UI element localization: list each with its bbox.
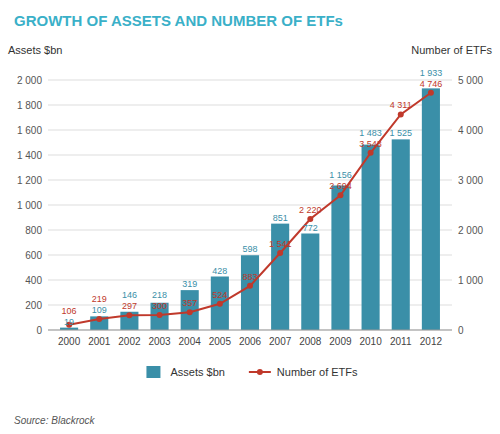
data-label: 146 [122,290,137,300]
data-label: 4 746 [420,79,443,89]
data-label: 2 694 [329,181,352,191]
legend-label: Number of ETFs [277,366,358,378]
line-marker [247,283,253,289]
y2-tick-label: 4 000 [458,125,483,136]
legend: Assets $bn Number of ETFs [146,366,358,378]
y-tick-label: 1 400 [17,150,42,161]
x-tick-label: 2001 [88,336,111,347]
bar [362,145,380,330]
data-labels: 19106 109219 297146 300218 357 319 524 428 883 59… [62,68,443,327]
grid [48,80,452,330]
data-label: 883 [242,272,257,282]
line-marker [368,150,374,156]
y2-tick-label: 3 000 [458,175,483,186]
line-marker [307,216,313,222]
x-axis-line [48,330,452,331]
x-tick-label: 2000 [58,336,81,347]
x-tick-label: 2008 [299,336,322,347]
bar [422,88,440,330]
grid-line [48,330,452,331]
grid-line [48,80,452,81]
title: GROWTH OF ASSETS AND NUMBER OF ETFs [14,12,343,29]
data-label: 3 543 [359,139,382,149]
y-tick-label: 1 000 [17,200,42,211]
bar [331,186,349,331]
marks [60,88,440,330]
y2-tick-label: 0 [458,325,464,336]
line [69,93,431,325]
line-marker [337,192,343,198]
y-tick-label: 800 [25,225,42,236]
legend-swatch-marker [257,369,263,375]
data-label: 300 [152,301,167,311]
legend-item: Assets $bn [146,366,224,378]
data-label: 357 [182,298,197,308]
y-tick-label: 1 600 [17,125,42,136]
data-label: 524 [212,290,227,300]
line-marker [157,312,163,318]
x-tick-label: 2006 [239,336,262,347]
y2-tick-label: 5 000 [458,75,483,86]
x-tick-label: 2007 [269,336,292,347]
bar [211,277,229,331]
data-label: 1 483 [359,128,382,138]
data-label: 1 933 [420,68,443,78]
x-tick-label: 2011 [390,336,412,347]
x-tick-label: 2012 [420,336,443,347]
legend-item: Number of ETFs [249,366,358,378]
x-tick-label: 2002 [118,336,141,347]
data-label: 219 [92,294,107,304]
y-tick-label: 1 800 [17,100,42,111]
y2-axis-label: Number of ETFs [411,44,492,56]
data-label: 106 [62,306,77,316]
y-tick-label: 200 [25,300,42,311]
grid-line [48,230,452,231]
line-marker [126,312,132,318]
data-label: 428 [212,266,227,276]
data-label: 218 [152,290,167,300]
line-marker [277,250,283,256]
x-tick-label: 2004 [179,336,202,347]
data-label: 297 [122,301,137,311]
bar [392,139,410,330]
line-marker [187,309,193,315]
bar [301,234,319,331]
data-label: 319 [182,279,197,289]
data-label: 1 525 [389,128,412,138]
x-tick-label: 2005 [209,336,232,347]
data-label: 4 311 [390,100,412,110]
x-tick-label: 2003 [148,336,171,347]
chart: GROWTH OF ASSETS AND NUMBER OF ETFs Asset… [0,0,500,434]
data-label: 851 [273,213,288,223]
y2-tick-label: 1 000 [458,275,483,286]
grid-line [48,205,452,206]
legend-swatch [146,366,160,378]
y-tick-label: 2 000 [17,75,42,86]
line-marker [428,90,434,96]
y2-tick-label: 2 000 [458,225,483,236]
data-label: 1 541 [269,239,292,249]
y-tick-label: 0 [36,325,42,336]
data-label: 772 [303,223,318,233]
data-label: 2 220 [299,205,322,215]
grid-line [48,155,452,156]
y-tick-label: 400 [25,275,42,286]
line-marker [96,316,102,322]
y-axis-label: Assets $bn [8,44,62,56]
bar [241,255,259,330]
y-tick-label: 600 [25,250,42,261]
x-tick-label: 2010 [359,336,382,347]
data-label: 1 156 [329,170,352,180]
y-tick-label: 1 200 [17,175,42,186]
line-marker [217,301,223,307]
line-marker [398,111,404,117]
grid-line [48,180,452,181]
data-label: 598 [242,244,257,254]
legend-label: Assets $bn [170,366,224,378]
x-tick-label: 2009 [329,336,352,347]
data-label: 19 [64,317,74,327]
data-label: 109 [92,305,107,315]
source-note: Source: Blackrock [14,415,96,426]
